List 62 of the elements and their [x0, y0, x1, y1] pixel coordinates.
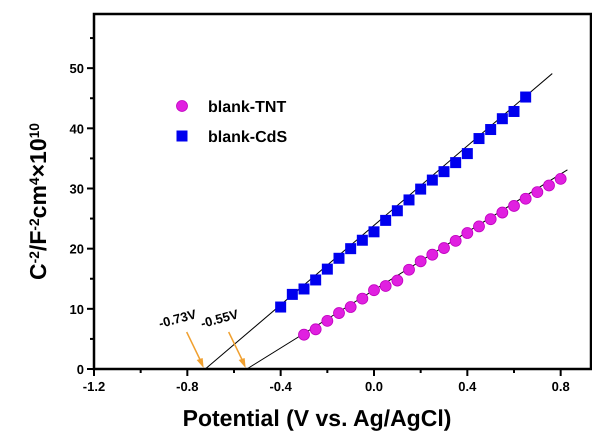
y-tick-label: 20	[70, 242, 84, 257]
point	[404, 194, 414, 206]
y-tick-label: 0	[76, 362, 84, 377]
x-tick-label: -1.2	[82, 379, 106, 394]
point	[391, 274, 404, 286]
y-tick-label: 50	[70, 61, 84, 76]
y-tick-label: 30	[70, 181, 84, 196]
point	[321, 314, 334, 327]
point	[298, 328, 310, 341]
x-axis-title: Potential (V vs. Ag/AgCl)	[182, 405, 452, 431]
x-tick-label: -0.4	[269, 379, 293, 394]
point	[333, 307, 345, 319]
annotation: -0.55V	[199, 306, 240, 331]
point	[496, 113, 508, 124]
point	[356, 234, 368, 246]
point	[403, 264, 415, 276]
x-tick-label: 0.0	[364, 379, 384, 394]
legend-label: blank-CdS	[208, 129, 288, 146]
point	[414, 255, 427, 268]
point	[310, 323, 322, 336]
point	[322, 264, 333, 275]
point	[392, 205, 403, 216]
point	[508, 106, 520, 117]
point	[484, 213, 497, 226]
point	[415, 184, 426, 195]
point	[461, 227, 474, 239]
legend-label: blank-TNT	[208, 99, 286, 116]
point	[275, 302, 286, 313]
x-tick-label: 0.8	[552, 379, 570, 394]
point	[438, 166, 450, 178]
point	[356, 292, 368, 304]
point	[543, 180, 555, 192]
point	[450, 234, 462, 247]
point	[298, 283, 310, 294]
point	[310, 274, 322, 286]
annotation: -0.73V	[157, 306, 198, 331]
point	[380, 280, 392, 292]
y-tick-label: 40	[70, 121, 84, 136]
point	[286, 288, 298, 300]
x-tick-label: 0.4	[458, 379, 478, 394]
point	[462, 148, 473, 160]
point	[345, 243, 356, 254]
point	[496, 206, 508, 218]
point	[380, 214, 392, 226]
point	[531, 186, 544, 198]
point	[474, 133, 484, 144]
point	[426, 174, 438, 186]
point	[520, 192, 532, 205]
point	[473, 220, 485, 232]
point	[368, 284, 380, 296]
point	[368, 226, 380, 238]
point	[426, 248, 438, 261]
point	[450, 157, 462, 168]
point	[508, 200, 520, 212]
y-tick-label: 10	[70, 302, 84, 317]
point	[438, 242, 450, 254]
point	[334, 252, 344, 264]
point	[485, 124, 496, 136]
point	[554, 172, 567, 185]
x-tick-label: -0.8	[176, 379, 199, 394]
point	[344, 301, 357, 313]
point	[520, 92, 532, 103]
